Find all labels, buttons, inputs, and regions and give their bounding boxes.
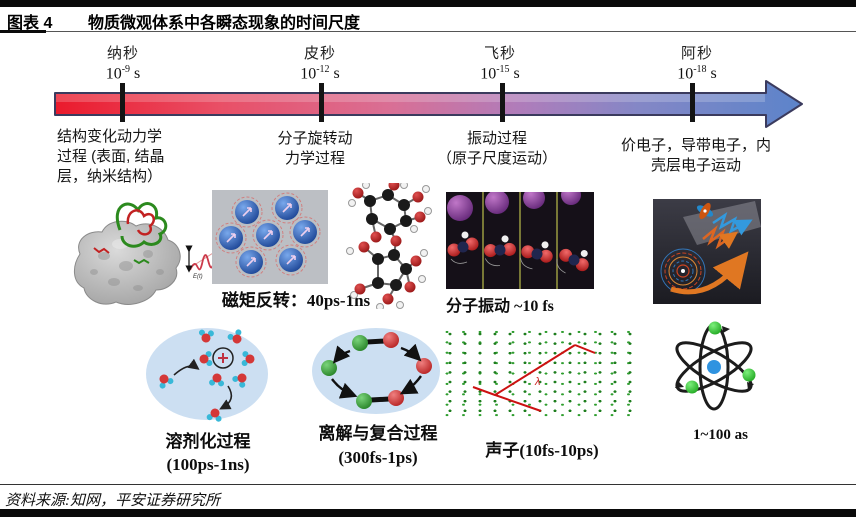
magnetic-reversal-caption: 磁矩反转：40ps-1ns (221, 291, 371, 310)
molecule-illustration (346, 183, 432, 309)
nucleus (707, 360, 721, 374)
hydrogen-atoms (346, 183, 432, 309)
tick-nanosecond (120, 83, 125, 122)
scale-attosecond: 阿秒 10-18 s (642, 42, 752, 83)
process-label-molecular-rotation: 分子旋转动 力学过程 (277, 130, 353, 167)
scale-value: 10-15 s (480, 64, 520, 83)
tick-picosecond (319, 83, 324, 122)
title-underline-thin (46, 31, 856, 32)
emission-rings (660, 248, 706, 294)
atom-orbit-illustration (675, 321, 756, 411)
tick-femtosecond (500, 83, 505, 122)
carbon-atoms (364, 189, 412, 291)
attosecond-range-caption: 1~100 as (693, 427, 748, 443)
electron-orbital (696, 202, 714, 220)
scale-name: 纳秒 (106, 45, 139, 62)
dissociation-caption: 离解与复合过程 (300fs-1ps) (318, 424, 438, 467)
cation-circle (212, 347, 234, 369)
figure-title: 物质微观体系中各瞬态现象的时间尺度 (88, 15, 361, 32)
red-ribbon (126, 209, 155, 236)
timeline-arrow (54, 80, 803, 128)
scale-value: 10-18 s (677, 64, 717, 83)
spin-spheres (215, 192, 321, 278)
dissociation-recombination-illustration (312, 328, 440, 414)
lambda-label: λ (534, 376, 540, 388)
scale-femtosecond: 飞秒 10-15 s (445, 42, 555, 83)
scale-name: 飞秒 (483, 45, 516, 62)
scale-value: 10-12 s (300, 64, 340, 83)
scale-nanosecond: 纳秒 10-9 s (68, 42, 178, 83)
scale-picosecond: 皮秒 10-12 s (265, 42, 375, 83)
title-underline-thick (0, 30, 46, 33)
process-label-electron-motion: 价电子，导带电子，内 壳层电子运动 (620, 137, 771, 174)
footer-rule (0, 484, 856, 485)
process-label-structural-dynamics: 结构变化动力学 过程 (表面, 结晶 层，纳米结构） (57, 128, 165, 185)
scale-value: 10-9 s (105, 64, 141, 83)
oxygen-atoms (352, 183, 426, 305)
field-label: E(t) (193, 274, 203, 280)
molecular-vibration-illustration (446, 192, 594, 289)
process-label-vibration: 振动过程 （原子尺度运动） (436, 130, 557, 167)
molecular-vibration-caption: 分子振动 ~10 fs (446, 298, 554, 315)
scale-name: 阿秒 (680, 45, 713, 62)
top-border-bar (0, 0, 856, 7)
bottom-border-bar (0, 509, 856, 517)
protein-structure-illustration (74, 202, 181, 305)
phonon-caption: 声子(10fs-10ps) (485, 441, 599, 460)
sweep-arrow (670, 251, 749, 295)
source-note: 资料来源:知网，平安证券研究所 (5, 493, 220, 509)
plus-sign (218, 353, 228, 363)
water-molecules (159, 329, 255, 422)
tick-attosecond (690, 83, 695, 122)
orbits (675, 323, 753, 411)
phonon-lattice-illustration (443, 329, 639, 419)
electron (685, 380, 699, 394)
solvation-caption: 溶剂化过程 (100ps-1ns) (165, 432, 251, 474)
solvation-illustration (146, 328, 268, 422)
phonon-wavelength-marker: λ (472, 344, 596, 412)
figure-label: 图表 4 (7, 15, 53, 32)
electron (708, 321, 722, 335)
vibrating-molecules (447, 231, 589, 274)
attosecond-dynamics-illustration (653, 199, 761, 304)
green-ribbon (115, 202, 168, 248)
magnetic-moments-illustration (212, 190, 328, 284)
electron (742, 368, 756, 382)
scale-name: 皮秒 (303, 45, 336, 62)
